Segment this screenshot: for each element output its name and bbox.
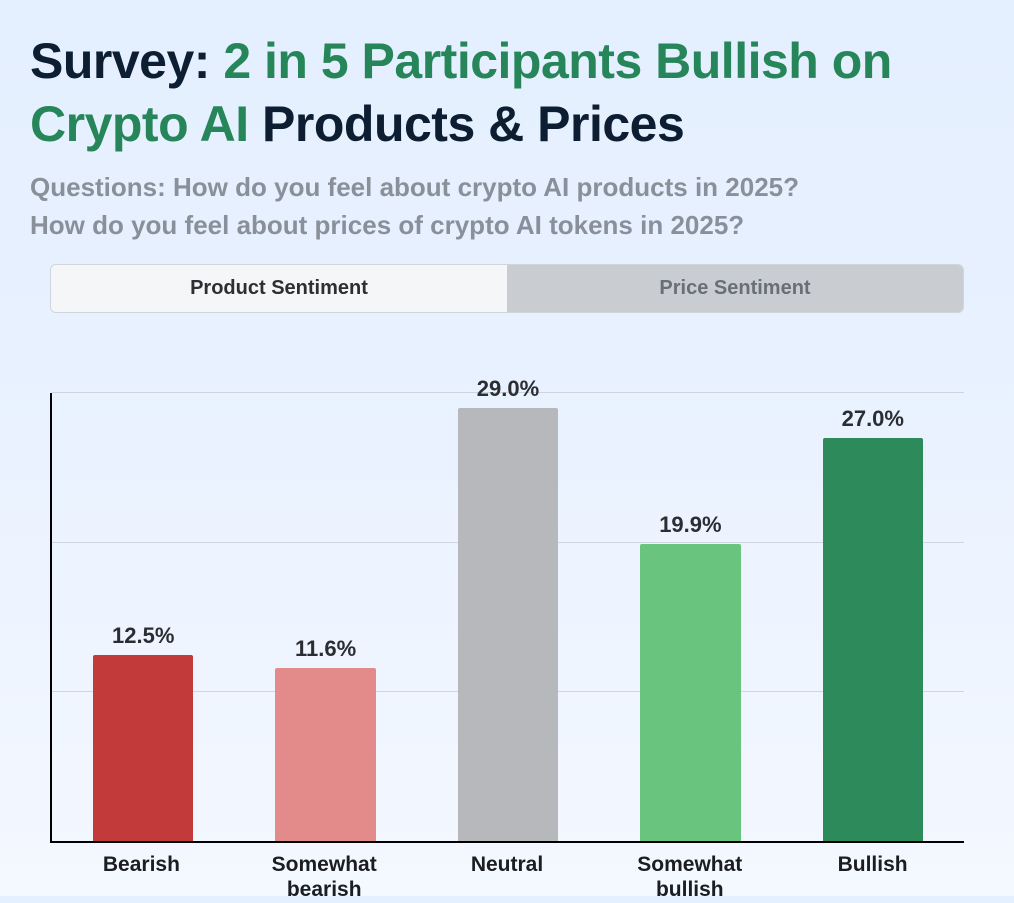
bar-chart: 12.5%11.6%29.0%19.9%27.0% BearishSomewha… <box>50 343 964 903</box>
chart-title: Survey: 2 in 5 Participants Bullish on C… <box>30 30 984 155</box>
bar-bullish <box>823 438 923 841</box>
tab-price-sentiment[interactable]: Price Sentiment <box>507 265 963 312</box>
bar-bearish <box>93 655 193 842</box>
x-axis-labels: BearishSomewhatbearishNeutralSomewhatbul… <box>50 845 964 903</box>
plot-area: 12.5%11.6%29.0%19.9%27.0% <box>50 393 964 843</box>
bar-value-label: 19.9% <box>599 512 781 538</box>
bar-somewhat-bearish <box>275 668 375 841</box>
tab-product-sentiment[interactable]: Product Sentiment <box>51 265 507 312</box>
title-part-dark-1: Survey: <box>30 33 223 89</box>
x-label: Neutral <box>416 845 599 903</box>
tab-bar: Product Sentiment Price Sentiment <box>50 264 964 313</box>
chart-subtitle: Questions: How do you feel about crypto … <box>30 169 984 244</box>
bar-value-label: 12.5% <box>52 623 234 649</box>
title-part-dark-2: Products & Prices <box>262 96 684 152</box>
x-label: Somewhatbearish <box>233 845 416 903</box>
bar-value-label: 11.6% <box>234 636 416 662</box>
x-label: Somewhatbullish <box>598 845 781 903</box>
x-label: Bearish <box>50 845 233 903</box>
bar-neutral <box>458 408 558 841</box>
bar-somewhat-bullish <box>640 544 740 841</box>
bar-value-label: 27.0% <box>782 406 964 432</box>
x-label: Bullish <box>781 845 964 903</box>
bar-value-label: 29.0% <box>417 376 599 402</box>
subtitle-line-2: How do you feel about prices of crypto A… <box>30 207 984 245</box>
subtitle-line-1: Questions: How do you feel about crypto … <box>30 169 984 207</box>
